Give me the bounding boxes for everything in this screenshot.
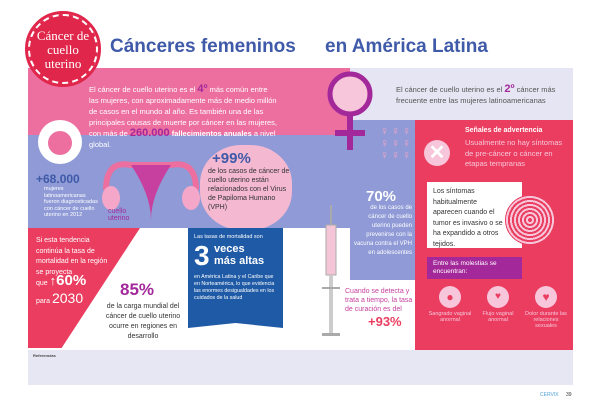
blood-drop-icon: ● <box>439 286 461 308</box>
title-left: Cánceres femeninos <box>110 36 296 57</box>
arrow-up-icon: ↑ <box>49 273 57 288</box>
cure-number: +93% <box>368 314 402 329</box>
topic-badge: Cáncer de cuello uterino <box>25 11 101 87</box>
syringe-icon <box>322 205 340 336</box>
brand-logo: CERVIX <box>540 392 559 398</box>
symptom-list: ● Sangrado vaginal anormal ♥ Flujo vaginal… <box>428 286 568 329</box>
mortality-big-number: 3 <box>194 240 210 271</box>
female-symbol-icon <box>327 71 373 150</box>
mortality-intro: Las tasas de mortalidad son <box>194 234 263 240</box>
mortality-veces: veces <box>214 243 245 255</box>
symptoms-text: Los síntomas habitualmente aparecen cuan… <box>433 188 503 248</box>
latam-band <box>350 68 573 120</box>
vaccine-column <box>350 120 415 280</box>
page-number: 39 <box>566 392 572 398</box>
warning-text: Usualmente no hay síntomas de pre-cáncer… <box>465 138 563 168</box>
references-heading: Referencias <box>33 353 56 358</box>
no-symptoms-x-icon: ✕ <box>424 140 450 166</box>
trend-year: para 2030 <box>36 290 84 306</box>
mortality-box: Las tasas de mortalidad son 3 veces más … <box>188 228 283 328</box>
vaccine-number: 70% <box>366 188 397 205</box>
cure-text: Cuando se detecta y trata a tiempo, la t… <box>345 288 413 313</box>
cervix-label: cuello uterino <box>108 208 130 222</box>
burden-text: de la carga mundial del cáncer de cuello… <box>105 303 181 340</box>
diagnosed-text: mujeres latinoamericanas fueron diagnost… <box>44 186 98 218</box>
uterus-illustration <box>102 161 200 220</box>
trend-text: Si esta tendencia continúa la tasa de mo… <box>36 237 108 276</box>
latam-text: El cáncer de cuello uterino es el 2º cán… <box>396 83 556 106</box>
warning-title: Señales de advertencia <box>465 127 543 134</box>
intro-text: El cáncer de cuello uterino es el 4º más… <box>89 83 278 150</box>
discharge-icon: ♥ <box>487 286 509 308</box>
mortality-altas: más altas <box>214 255 265 267</box>
diagnosed-number: +68.000 <box>36 172 80 186</box>
intro-band <box>28 68 350 135</box>
symptom-item: ♥ Dolor durante las relaciones sexuales <box>524 286 568 329</box>
trend-que: que ↑60% <box>36 272 87 289</box>
vaccine-text: de los casos de cáncer de cuello uterino… <box>353 205 412 256</box>
title-right: en América Latina <box>325 36 488 57</box>
heart-pain-icon: ♥ <box>535 286 557 308</box>
symptom-item: ● Sangrado vaginal anormal <box>428 286 472 329</box>
references-footer: Referencias <box>28 350 573 385</box>
pain-target-icon <box>505 195 555 245</box>
hpv-bubble <box>200 145 292 230</box>
woman-icon <box>38 120 82 164</box>
women-pictogram-icon: ♀♀♀ ♀♀♀ ♀♀♀ <box>380 124 413 162</box>
symptom-item: ♥ Flujo vaginal anormal <box>476 286 520 329</box>
hpv-text: de los casos de cáncer de cuello uterino… <box>208 168 290 211</box>
mortality-text: en América Latina y el Caribe que en Nor… <box>194 274 275 301</box>
hpv-number: +99% <box>212 150 251 167</box>
burden-number: 85% <box>120 280 155 299</box>
among-label: Entre las molestias se encuentran: <box>427 257 522 279</box>
